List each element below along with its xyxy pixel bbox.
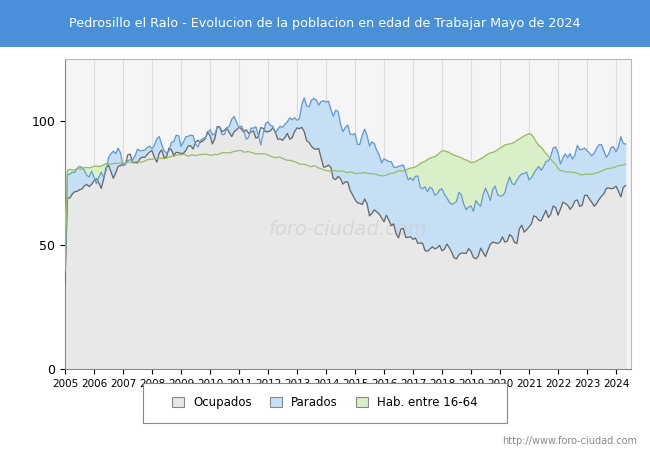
Legend: Ocupados, Parados, Hab. entre 16-64: Ocupados, Parados, Hab. entre 16-64	[168, 392, 482, 414]
Text: Pedrosillo el Ralo - Evolucion de la poblacion en edad de Trabajar Mayo de 2024: Pedrosillo el Ralo - Evolucion de la pob…	[70, 17, 580, 30]
Text: http://www.foro-ciudad.com: http://www.foro-ciudad.com	[502, 436, 637, 446]
Text: foro-ciudad.com: foro-ciudad.com	[268, 220, 427, 239]
